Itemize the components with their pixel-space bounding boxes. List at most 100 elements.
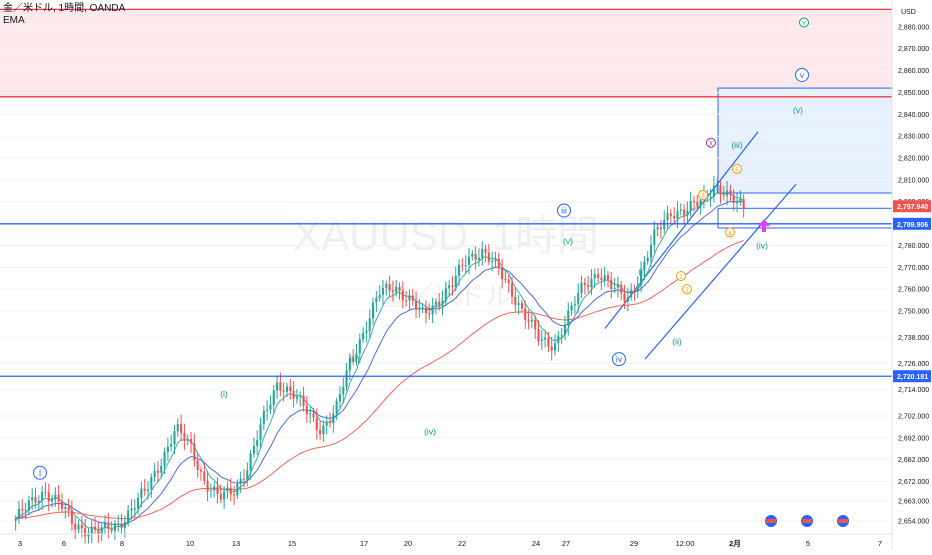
candle-body <box>587 284 590 288</box>
candle-body <box>34 497 37 503</box>
candle-body <box>487 252 490 262</box>
y-tick-label: 2,830.000 <box>898 134 929 141</box>
candle-body <box>563 325 567 336</box>
candle-body <box>646 257 649 262</box>
wave-labels: I (i) (iii) (iv) iii (v) iv (i) (ii) (iii) (iv) (v)… <box>33 17 809 480</box>
candle-body <box>80 525 83 529</box>
candle-body <box>51 499 54 502</box>
wave-label-16: 2 <box>685 288 689 294</box>
candle-body <box>90 526 93 534</box>
candle-body <box>573 304 576 306</box>
y-tick-label: 2,654.000 <box>898 518 929 525</box>
y-tick-label: 2,726.000 <box>898 361 929 368</box>
candle-body <box>444 288 447 301</box>
candle-body <box>434 301 437 306</box>
candle-body <box>345 370 348 388</box>
candle-body <box>388 283 391 291</box>
candle-body <box>302 395 305 406</box>
candle-body <box>692 200 696 202</box>
candle-body <box>405 300 408 302</box>
candle-body <box>186 439 189 441</box>
x-tick-label: 24 <box>532 539 540 548</box>
wave-label-17: 3 <box>701 194 705 200</box>
candle-body <box>328 422 332 424</box>
candle-body <box>630 289 633 298</box>
candle-body <box>100 527 103 534</box>
price-tag-0 <box>893 200 931 213</box>
candle-body <box>732 194 735 204</box>
candle-body <box>375 297 378 303</box>
candle-body <box>295 396 298 399</box>
y-tick-label: 2,770.000 <box>898 265 929 272</box>
price-tag-2 <box>893 370 931 383</box>
candle-body <box>358 339 361 354</box>
symbol-title[interactable]: 金／米ドル, 1時間, OANDA <box>3 3 126 14</box>
candle-body <box>686 210 689 216</box>
candle-body <box>27 500 30 510</box>
candle-body <box>527 319 530 322</box>
candle-body <box>510 283 514 297</box>
candle-body <box>127 510 130 523</box>
candle-body <box>722 194 725 196</box>
wave-circle-13 <box>799 17 809 28</box>
candle-body <box>37 500 40 503</box>
candle-body <box>666 213 669 221</box>
candle-body <box>669 213 672 216</box>
watermark-main: XAUUSD, 1時間 <box>293 212 599 259</box>
candle-body <box>312 413 315 418</box>
candle-body <box>133 508 136 510</box>
candle-body <box>77 525 80 530</box>
us-event-stripe-0 <box>766 519 776 523</box>
price-axis-bg <box>892 0 932 550</box>
candle-body <box>371 302 375 319</box>
candle-body <box>246 470 249 480</box>
wave-circle-19 <box>732 163 742 174</box>
candle-body <box>196 460 199 471</box>
y-tick-label: 2,738.000 <box>898 335 929 342</box>
candle-body <box>309 413 312 415</box>
wave-circle-16 <box>682 284 692 295</box>
candle-body <box>431 305 434 315</box>
candle-body <box>87 533 90 537</box>
candle-body <box>593 274 596 279</box>
candle-body <box>143 488 146 491</box>
candle-body <box>233 494 236 496</box>
wave-label-19: 5 <box>735 168 739 174</box>
candle-body <box>381 287 385 295</box>
candle-body <box>544 337 547 340</box>
horizontal-levels[interactable] <box>0 8 892 377</box>
candle-body <box>203 471 206 481</box>
candle-body <box>597 274 600 278</box>
candle-body <box>180 424 183 433</box>
candle-body <box>279 382 282 391</box>
candle-body <box>305 405 308 415</box>
candle-body <box>663 220 666 230</box>
candle-body <box>170 444 173 447</box>
candle-body <box>67 507 70 511</box>
candle-body <box>547 337 550 347</box>
candle-body <box>47 492 50 502</box>
time-axis[interactable]: 3 6 8 10 13 15 17 20 22 24 27 29 12:00 2月 5 7 <box>0 515 892 548</box>
candle-body <box>428 313 431 315</box>
candle-body <box>484 248 487 253</box>
indicator-label[interactable]: EMA <box>3 15 25 26</box>
wave-label-11: (v) <box>793 105 803 115</box>
candle-body <box>477 257 480 260</box>
candle-body <box>219 494 222 500</box>
candle-body <box>398 287 401 291</box>
candle-body <box>226 487 229 492</box>
price-tag-label-0: 2,797.940 <box>897 204 928 211</box>
candle-body <box>70 510 73 524</box>
price-axis[interactable]: USD 2,654.000 2,663.000 2,672.000 2,682.000 2… <box>891 0 932 550</box>
candle-body <box>683 209 686 216</box>
candle-body <box>146 489 150 491</box>
ema-lines <box>15 192 745 531</box>
candle-body <box>507 279 510 284</box>
candle-body <box>325 422 328 426</box>
candle-body <box>620 284 623 294</box>
candle-body <box>640 270 643 286</box>
y-tick-label: 2,820.000 <box>898 156 929 163</box>
candle-body <box>259 424 262 441</box>
